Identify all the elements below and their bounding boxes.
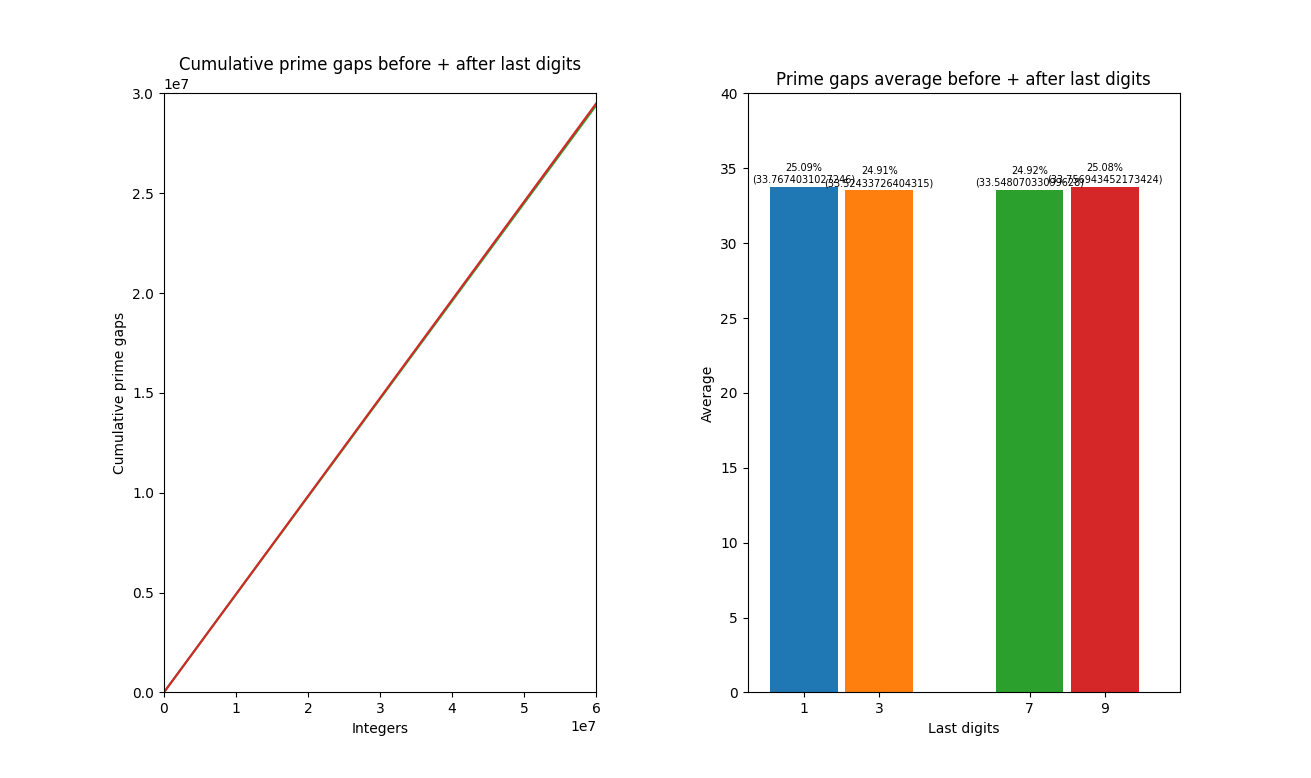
Text: 25.08%
(33.756943452173424): 25.08% (33.756943452173424) bbox=[1047, 163, 1163, 184]
Y-axis label: Cumulative prime gaps: Cumulative prime gaps bbox=[113, 312, 127, 474]
Bar bbox=[846, 191, 912, 692]
Bar bbox=[1071, 187, 1138, 692]
Text: 24.91%
(33.52433726404315): 24.91% (33.52433726404315) bbox=[825, 166, 933, 188]
Title: Prime gaps average before + after last digits: Prime gaps average before + after last d… bbox=[776, 71, 1151, 89]
Text: 24.92%
(33.54807033099628): 24.92% (33.54807033099628) bbox=[975, 166, 1084, 187]
X-axis label: Integers: Integers bbox=[351, 722, 409, 736]
Text: 25.09%
(33.7674031027246): 25.09% (33.7674031027246) bbox=[753, 163, 856, 184]
X-axis label: Last digits: Last digits bbox=[928, 722, 999, 736]
Y-axis label: Average: Average bbox=[700, 364, 714, 422]
Title: Cumulative prime gaps before + after last digits: Cumulative prime gaps before + after las… bbox=[180, 56, 581, 74]
Bar bbox=[995, 190, 1063, 692]
Bar bbox=[770, 187, 838, 692]
